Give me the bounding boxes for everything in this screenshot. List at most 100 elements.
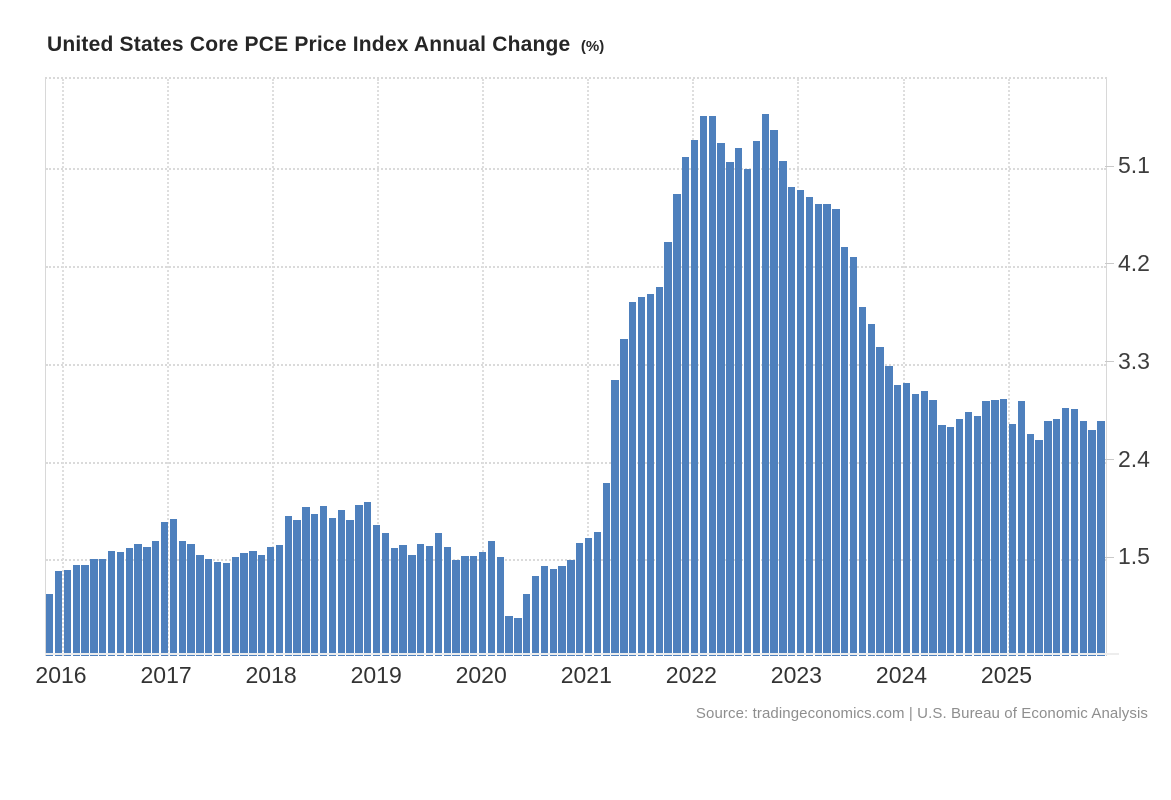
bar-2022-05[interactable]	[726, 161, 734, 656]
bar-2023-02[interactable]	[805, 197, 814, 656]
bar-2023-07[interactable]	[849, 257, 858, 656]
bar-2025-08[interactable]	[1070, 409, 1079, 656]
bar-2023-10[interactable]	[876, 347, 884, 656]
bar-2016-04[interactable]	[81, 564, 89, 656]
bar-2020-06[interactable]	[523, 594, 531, 656]
bar-2021-12[interactable]	[682, 157, 690, 656]
bar-2018-09[interactable]	[337, 510, 345, 656]
bar-2018-04[interactable]	[293, 520, 301, 656]
bar-2025-07[interactable]	[1061, 408, 1070, 656]
bar-2022-09[interactable]	[761, 113, 769, 656]
bar-2020-05[interactable]	[514, 618, 522, 656]
bar-2024-11[interactable]	[991, 399, 999, 656]
bar-2025-11[interactable]	[1097, 421, 1105, 656]
bar-2020-02[interactable]	[487, 540, 496, 656]
bar-2018-12[interactable]	[364, 501, 372, 656]
bar-2017-10[interactable]	[240, 552, 248, 656]
bar-2017-08[interactable]	[222, 562, 231, 656]
bar-2016-12[interactable]	[152, 540, 160, 656]
bar-2017-06[interactable]	[205, 559, 213, 656]
bar-2016-08[interactable]	[116, 551, 125, 656]
bar-2023-08[interactable]	[858, 307, 867, 656]
bar-2022-10[interactable]	[770, 130, 778, 656]
bar-2021-09[interactable]	[655, 286, 663, 656]
bar-2022-07[interactable]	[743, 169, 752, 656]
bar-2022-12[interactable]	[788, 186, 796, 656]
bar-2024-02[interactable]	[911, 394, 920, 656]
bar-2025-01[interactable]	[1008, 423, 1017, 656]
bar-2022-11[interactable]	[779, 160, 787, 656]
bar-2022-01[interactable]	[690, 139, 699, 656]
plot-area[interactable]	[45, 77, 1107, 656]
bar-2017-03[interactable]	[178, 540, 186, 656]
bar-2023-12[interactable]	[894, 385, 902, 656]
bar-2020-09[interactable]	[549, 569, 557, 656]
bar-2018-02[interactable]	[275, 545, 284, 656]
bar-2024-07[interactable]	[955, 419, 964, 656]
bar-2019-05[interactable]	[408, 554, 416, 656]
bar-2021-05[interactable]	[620, 338, 628, 656]
bar-2019-04[interactable]	[399, 545, 407, 656]
bar-2021-01[interactable]	[584, 537, 593, 656]
bar-2024-12[interactable]	[1000, 398, 1008, 656]
bar-2024-04[interactable]	[929, 399, 937, 656]
bar-2024-05[interactable]	[938, 424, 946, 656]
bar-2017-02[interactable]	[169, 519, 178, 656]
bar-2023-05[interactable]	[832, 209, 840, 656]
bar-2021-08[interactable]	[646, 294, 655, 656]
bar-2025-06[interactable]	[1053, 419, 1061, 656]
bar-2019-03[interactable]	[390, 548, 398, 656]
bar-2016-07[interactable]	[107, 550, 116, 656]
bar-2025-10[interactable]	[1088, 430, 1096, 656]
bar-2016-10[interactable]	[134, 544, 142, 656]
bar-2021-11[interactable]	[673, 194, 681, 656]
bar-2018-03[interactable]	[284, 515, 292, 656]
bar-2016-02[interactable]	[63, 570, 72, 656]
bar-2017-12[interactable]	[258, 554, 266, 656]
bar-2019-02[interactable]	[381, 533, 390, 656]
bar-2024-06[interactable]	[947, 426, 955, 656]
bar-2016-09[interactable]	[125, 548, 133, 656]
bar-2022-03[interactable]	[708, 115, 716, 656]
bar-2021-06[interactable]	[629, 301, 637, 656]
bar-2021-02[interactable]	[593, 532, 602, 656]
bar-2020-12[interactable]	[576, 543, 584, 656]
bar-2023-04[interactable]	[823, 204, 831, 656]
bar-2021-04[interactable]	[611, 380, 619, 656]
bar-2024-01[interactable]	[902, 383, 911, 656]
bar-2017-05[interactable]	[196, 554, 204, 656]
bar-2015-12[interactable]	[46, 594, 54, 656]
bar-2019-09[interactable]	[443, 547, 451, 656]
bar-2022-02[interactable]	[699, 115, 708, 656]
bar-2018-08[interactable]	[328, 518, 337, 656]
bar-2025-03[interactable]	[1026, 434, 1034, 656]
bar-2017-04[interactable]	[187, 544, 195, 656]
bar-2018-07[interactable]	[319, 506, 328, 656]
bar-2017-01[interactable]	[160, 522, 169, 656]
bar-2019-01[interactable]	[372, 524, 381, 656]
bar-2018-01[interactable]	[266, 547, 275, 656]
bar-2017-07[interactable]	[213, 561, 222, 656]
bar-2020-07[interactable]	[531, 575, 540, 656]
bar-2019-08[interactable]	[434, 533, 443, 656]
bar-2018-10[interactable]	[346, 520, 354, 656]
bar-2025-02[interactable]	[1017, 400, 1026, 656]
bar-2020-08[interactable]	[540, 565, 549, 656]
bar-2016-05[interactable]	[90, 559, 98, 656]
bar-2020-01[interactable]	[478, 551, 487, 656]
bar-2017-11[interactable]	[249, 550, 257, 656]
bar-2016-03[interactable]	[72, 564, 80, 656]
bar-2022-06[interactable]	[735, 147, 743, 656]
bar-2018-11[interactable]	[355, 505, 363, 656]
bar-2018-05[interactable]	[302, 507, 310, 656]
bar-2023-03[interactable]	[814, 204, 822, 656]
bar-2021-03[interactable]	[602, 483, 610, 656]
bar-2025-05[interactable]	[1044, 421, 1052, 656]
bar-2020-10[interactable]	[558, 565, 566, 656]
bar-2023-06[interactable]	[841, 247, 849, 656]
bar-2024-10[interactable]	[982, 400, 990, 656]
bar-2024-09[interactable]	[973, 415, 981, 656]
bar-2022-04[interactable]	[717, 143, 725, 656]
bar-2016-01[interactable]	[54, 571, 63, 656]
bar-2019-11[interactable]	[461, 556, 469, 656]
